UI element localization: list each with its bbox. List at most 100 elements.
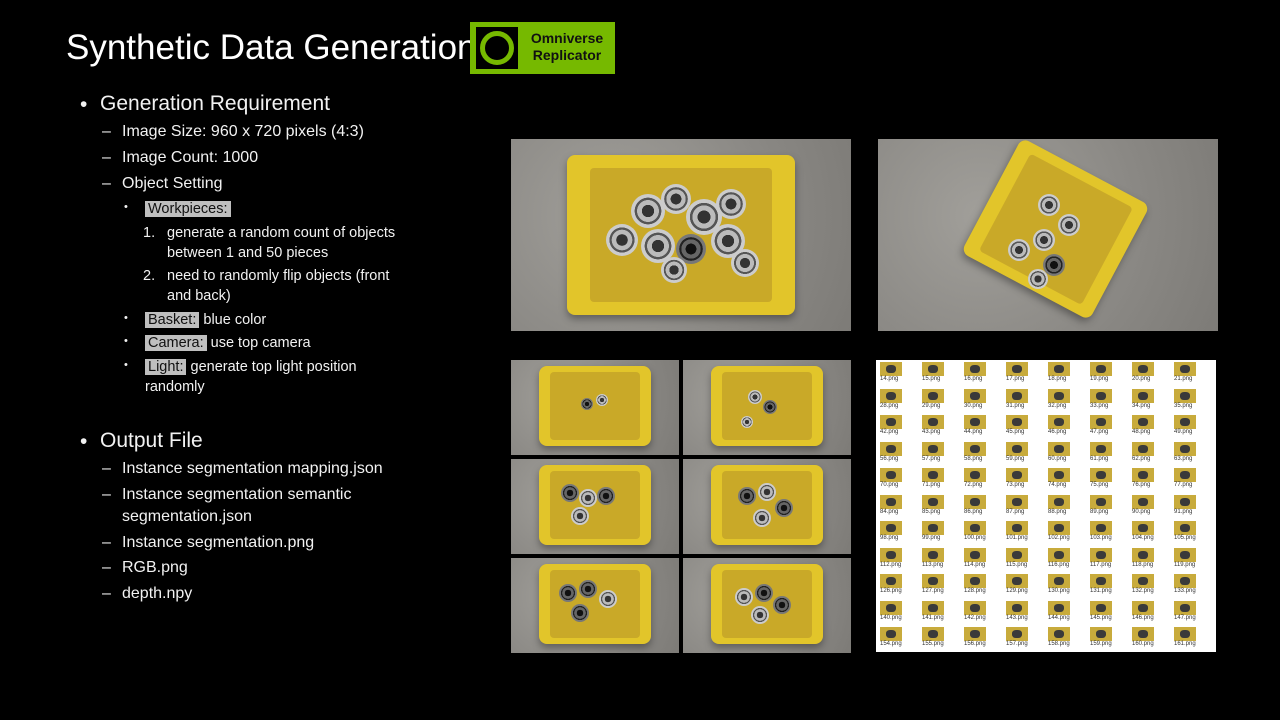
file-thumbnail[interactable]: 15.png <box>922 362 944 382</box>
file-thumbnail[interactable]: 142.png <box>964 600 986 621</box>
file-thumbnail[interactable]: 146.png <box>1132 600 1154 621</box>
file-thumbnail[interactable]: 116.png <box>1048 547 1070 568</box>
thumbnail-image <box>1174 468 1196 482</box>
file-thumbnail[interactable]: 144.png <box>1048 600 1070 621</box>
file-thumbnail[interactable]: 90.png <box>1132 494 1154 515</box>
file-thumbnail[interactable]: 105.png <box>1174 521 1196 541</box>
file-thumbnail[interactable]: 77.png <box>1174 468 1196 488</box>
file-thumbnail[interactable]: 19.png <box>1090 362 1112 382</box>
file-thumbnail[interactable]: 47.png <box>1090 415 1112 435</box>
file-thumbnail[interactable]: 73.png <box>1006 468 1028 488</box>
file-thumbnail[interactable]: 44.png <box>964 415 986 435</box>
file-thumbnail[interactable]: 21.png <box>1174 362 1196 382</box>
file-thumbnail[interactable]: 159.png <box>1090 627 1112 647</box>
file-thumbnail[interactable]: 16.png <box>964 362 986 382</box>
file-thumbnail[interactable]: 102.png <box>1048 521 1070 541</box>
file-thumbnail[interactable]: 61.png <box>1090 441 1112 462</box>
file-thumbnail[interactable]: 32.png <box>1048 388 1070 409</box>
thumbnail-image <box>922 468 944 482</box>
file-thumbnail[interactable]: 118.png <box>1132 547 1154 568</box>
file-thumbnail[interactable]: 155.png <box>922 627 944 647</box>
thumbnail-image <box>1174 494 1196 509</box>
file-thumbnail[interactable]: 74.png <box>1048 468 1070 488</box>
sample-image-3 <box>511 459 679 554</box>
file-thumbnail[interactable]: 71.png <box>922 468 944 488</box>
thumbnail-image <box>1006 574 1028 588</box>
file-thumbnail[interactable]: 29.png <box>922 388 944 409</box>
file-thumbnail[interactable]: 147.png <box>1174 600 1196 621</box>
file-thumbnail[interactable]: 103.png <box>1090 521 1112 541</box>
file-thumbnail[interactable]: 87.png <box>1006 494 1028 515</box>
file-thumbnail[interactable]: 126.png <box>880 574 902 594</box>
file-thumbnail[interactable]: 14.png <box>880 362 902 382</box>
file-thumbnail[interactable]: 99.png <box>922 521 944 541</box>
file-thumbnail[interactable]: 34.png <box>1132 388 1154 409</box>
file-thumbnail[interactable]: 76.png <box>1132 468 1154 488</box>
file-thumbnail[interactable]: 141.png <box>922 600 944 621</box>
file-thumbnail[interactable]: 60.png <box>1048 441 1070 462</box>
file-thumbnail[interactable]: 113.png <box>922 547 944 568</box>
file-thumbnail[interactable]: 114.png <box>964 547 986 568</box>
file-thumbnail[interactable]: 42.png <box>880 415 902 435</box>
file-thumbnail[interactable]: 100.png <box>964 521 986 541</box>
file-thumbnail[interactable]: 59.png <box>1006 441 1028 462</box>
thumbnail-filename: 77.png <box>1174 482 1193 488</box>
file-thumbnail[interactable]: 46.png <box>1048 415 1070 435</box>
file-thumbnail[interactable]: 112.png <box>880 547 902 568</box>
file-thumbnail[interactable]: 18.png <box>1048 362 1070 382</box>
file-thumbnail[interactable]: 33.png <box>1090 388 1112 409</box>
file-thumbnail[interactable]: 31.png <box>1006 388 1028 409</box>
thumbnail-filename: 19.png <box>1090 376 1109 382</box>
file-thumbnail[interactable]: 30.png <box>964 388 986 409</box>
file-thumbnail[interactable]: 86.png <box>964 494 986 515</box>
file-thumbnail[interactable]: 104.png <box>1132 521 1154 541</box>
file-thumbnail[interactable]: 63.png <box>1174 441 1196 462</box>
file-thumbnail[interactable]: 127.png <box>922 574 944 594</box>
file-thumbnail[interactable]: 57.png <box>922 441 944 462</box>
file-thumbnail[interactable]: 28.png <box>880 388 902 409</box>
file-thumbnail[interactable]: 58.png <box>964 441 986 462</box>
file-thumbnail[interactable]: 72.png <box>964 468 986 488</box>
file-thumbnail[interactable]: 62.png <box>1132 441 1154 462</box>
thumbnail-filename: 32.png <box>1048 402 1067 409</box>
file-thumbnail[interactable]: 117.png <box>1090 547 1112 568</box>
file-thumbnail[interactable]: 157.png <box>1006 627 1028 647</box>
file-thumbnail[interactable]: 160.png <box>1132 627 1154 647</box>
file-thumbnail[interactable]: 133.png <box>1174 574 1196 594</box>
file-thumbnail[interactable]: 56.png <box>880 441 902 462</box>
file-thumbnail[interactable]: 89.png <box>1090 494 1112 515</box>
file-thumbnail[interactable]: 154.png <box>880 627 902 647</box>
file-thumbnail[interactable]: 140.png <box>880 600 902 621</box>
file-thumbnail[interactable]: 101.png <box>1006 521 1028 541</box>
file-thumbnail[interactable]: 119.png <box>1174 547 1196 568</box>
file-thumbnail[interactable]: 131.png <box>1090 574 1112 594</box>
file-thumbnail[interactable]: 98.png <box>880 521 902 541</box>
thumbnail-filename: 70.png <box>880 482 899 488</box>
file-thumbnail[interactable]: 132.png <box>1132 574 1154 594</box>
file-thumbnail[interactable]: 35.png <box>1174 388 1196 409</box>
file-thumbnail[interactable]: 85.png <box>922 494 944 515</box>
file-thumbnail[interactable]: 130.png <box>1048 574 1070 594</box>
thumbnail-image <box>880 547 902 562</box>
file-thumbnail[interactable]: 88.png <box>1048 494 1070 515</box>
file-thumbnail[interactable]: 48.png <box>1132 415 1154 435</box>
thumbnail-filename: 119.png <box>1174 561 1196 568</box>
file-thumbnail[interactable]: 129.png <box>1006 574 1028 594</box>
file-thumbnail[interactable]: 143.png <box>1006 600 1028 621</box>
file-thumbnail[interactable]: 115.png <box>1006 547 1028 568</box>
file-thumbnail[interactable]: 156.png <box>964 627 986 647</box>
file-thumbnail[interactable]: 49.png <box>1174 415 1196 435</box>
file-thumbnail[interactable]: 84.png <box>880 494 902 515</box>
file-thumbnail[interactable]: 161.png <box>1174 627 1196 647</box>
file-thumbnail[interactable]: 128.png <box>964 574 986 594</box>
file-thumbnail[interactable]: 17.png <box>1006 362 1028 382</box>
file-thumbnail[interactable]: 158.png <box>1048 627 1070 647</box>
file-thumbnail[interactable]: 145.png <box>1090 600 1112 621</box>
workpieces-item2-line2: and back) <box>167 288 231 304</box>
file-thumbnail[interactable]: 45.png <box>1006 415 1028 435</box>
file-thumbnail[interactable]: 70.png <box>880 468 902 488</box>
file-thumbnail[interactable]: 20.png <box>1132 362 1154 382</box>
file-thumbnail[interactable]: 91.png <box>1174 494 1196 515</box>
file-thumbnail[interactable]: 75.png <box>1090 468 1112 488</box>
file-thumbnail[interactable]: 43.png <box>922 415 944 435</box>
